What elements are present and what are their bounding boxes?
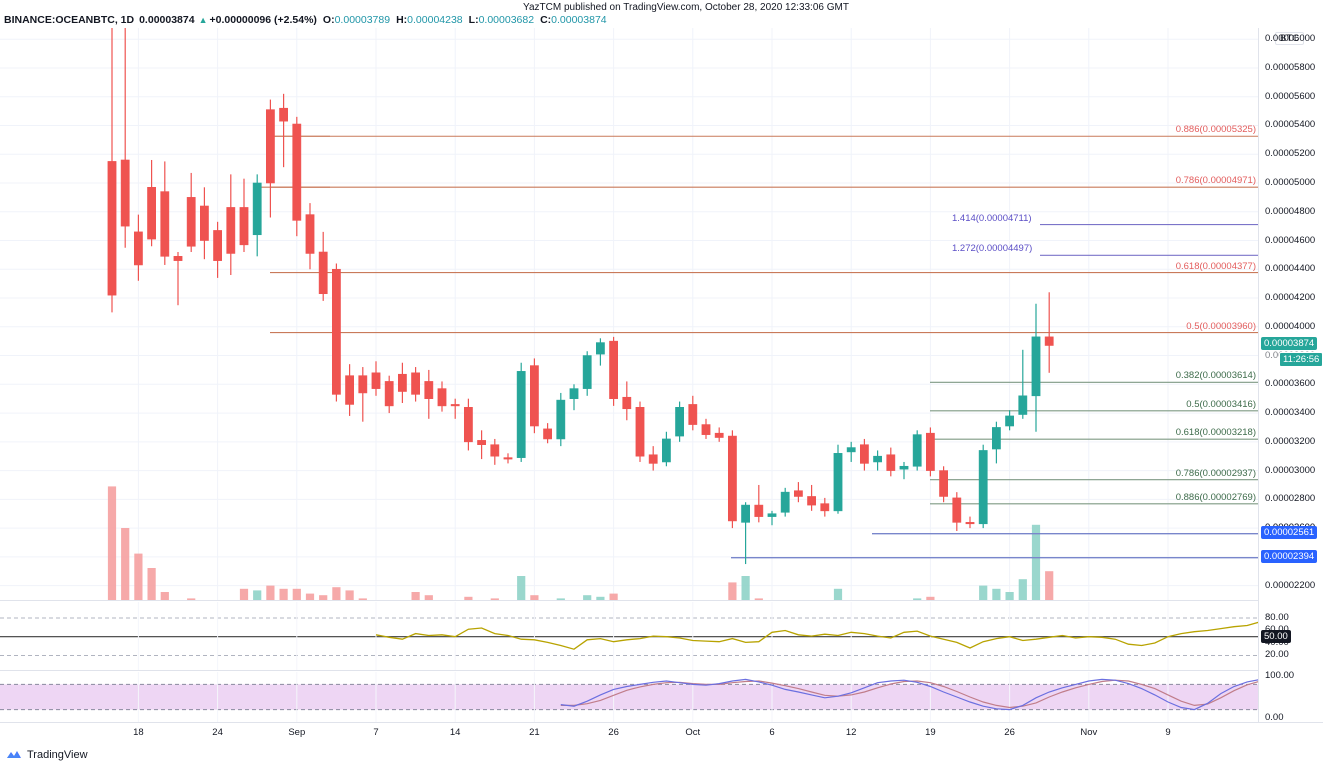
fib-level-label: 0.886(0.00002769) [1175, 491, 1256, 503]
fib-level-label: 0.618(0.00004377) [1175, 260, 1256, 272]
fib-level-label: 0.886(0.00005325) [1175, 124, 1256, 136]
price-tick-label: 0.00006000 [1265, 33, 1316, 45]
price-tick-label: 0.00003200 [1265, 435, 1316, 447]
price-tick-label: 0.00004000 [1265, 320, 1316, 332]
price-tick-label: 0.00005600 [1265, 90, 1316, 102]
time-tick-label: 9 [1165, 727, 1171, 738]
high-value: 0.00004238 [407, 14, 463, 26]
last-price-badge[interactable]: 0.00003874 [1261, 336, 1318, 350]
low-key: L: [468, 14, 479, 26]
rsi-midline-badge: 50.00 [1261, 629, 1291, 643]
open-key: O: [322, 14, 335, 26]
fib-level-label: 0.786(0.00002937) [1175, 467, 1256, 479]
time-tick-label: 21 [529, 727, 540, 738]
up-triangle-icon: ▲ [198, 15, 208, 25]
rsi-indicator-pane[interactable] [0, 602, 1258, 670]
open-value: 0.00003789 [334, 14, 391, 26]
price-tick-label: 0.00005400 [1265, 119, 1316, 131]
price-change: +0.00000096 (+2.54%) [209, 14, 317, 26]
pane-divider-2 [0, 670, 1258, 671]
time-tick-label: Nov [1080, 727, 1098, 738]
fib-level-label: 0.5(0.00003416) [1186, 398, 1256, 410]
close-key: C: [540, 14, 552, 26]
price-tick-label: 0.00002800 [1265, 493, 1316, 505]
price-chart-pane[interactable] [0, 28, 1258, 600]
fib-level-label: 0.618(0.00003218) [1175, 427, 1256, 439]
time-tick-label: 12 [845, 727, 857, 738]
pane-divider-1 [0, 600, 1258, 601]
symbol-label[interactable]: BINANCE:OCEANBTC, 1D [4, 14, 135, 26]
time-tick-label: 18 [133, 727, 144, 738]
fib-level-label: 1.414(0.00004711) [952, 212, 1032, 224]
time-tick-label: 24 [212, 727, 223, 738]
support-price-badge[interactable]: 0.00002561 [1261, 525, 1318, 539]
rsi-chart-svg [0, 602, 1258, 670]
time-tick-label: 26 [1004, 727, 1015, 738]
time-tick-label: Oct [685, 727, 701, 738]
stochastic-indicator-pane[interactable] [0, 672, 1258, 722]
fib-level-label: 0.382(0.00003614) [1175, 370, 1256, 382]
high-key: H: [396, 14, 408, 26]
fib-level-label: 1.272(0.00004497) [952, 243, 1033, 255]
price-tick-label: 0.00002200 [1265, 579, 1316, 591]
price-tick-label: 0.00004600 [1265, 234, 1316, 246]
stoch-tick-label: 100.00 [1265, 670, 1295, 681]
fib-level-label: 0.5(0.00003960) [1186, 320, 1256, 332]
tradingview-logo-icon [7, 751, 21, 758]
price-tick-label: 0.00005200 [1265, 148, 1316, 160]
low-value: 0.00003682 [478, 14, 535, 26]
last-price: 0.00003874 [139, 14, 195, 26]
time-tick-label: 7 [373, 727, 379, 738]
publish-info: YazTCM published on TradingView.com, Oct… [523, 2, 849, 13]
time-scale[interactable]: 18 24 Sep 7 14 21 26 Oct 6 12 19 26 Nov 9 [0, 722, 1323, 745]
time-tick-label: 19 [925, 727, 936, 738]
symbol-quote-line: BINANCE:OCEANBTC, 1D 0.00003874 ▲ +0.000000… [4, 14, 607, 26]
time-tick-label: 26 [608, 727, 619, 738]
support-price-badge[interactable]: 0.00002394 [1261, 549, 1318, 563]
price-tick-label: 0.00003600 [1265, 378, 1316, 390]
rsi-tick-label: 80.00 [1265, 611, 1289, 623]
price-tick-label: 0.00003400 [1265, 407, 1316, 419]
price-tick-label: 0.00005000 [1265, 176, 1316, 188]
time-tick-label: 14 [449, 727, 461, 738]
close-value: 0.00003874 [551, 14, 607, 26]
tradingview-logo[interactable]: TradingView [6, 748, 88, 761]
price-tick-label: 0.00005800 [1265, 61, 1316, 73]
price-tick-label: 0.00003000 [1265, 464, 1316, 476]
chart-header: YazTCM published on TradingView.com, Oct… [0, 0, 1323, 28]
fib-level-label: 0.786(0.00004971) [1175, 175, 1256, 187]
stoch-chart-svg [0, 672, 1258, 722]
tradingview-logo-text: TradingView [27, 748, 88, 761]
currency-unit-badge: BTC [1275, 32, 1304, 45]
price-tick-label: 0.00004400 [1265, 263, 1316, 275]
time-tick-label: Sep [288, 727, 306, 738]
time-tick-label: 6 [769, 727, 775, 738]
rsi-tick-label: 20.00 [1265, 649, 1289, 661]
price-scale[interactable]: BTC 0.00006000 0.00005800 0.00005600 0.0000… [1258, 28, 1323, 723]
price-tick-label: 0.00004200 [1265, 292, 1316, 304]
stoch-tick-label: 0.00 [1265, 712, 1284, 723]
bar-countdown-badge: 11:26:56 [1279, 351, 1323, 367]
price-tick-label: 0.00004800 [1265, 205, 1316, 217]
price-chart-svg [0, 28, 1258, 600]
